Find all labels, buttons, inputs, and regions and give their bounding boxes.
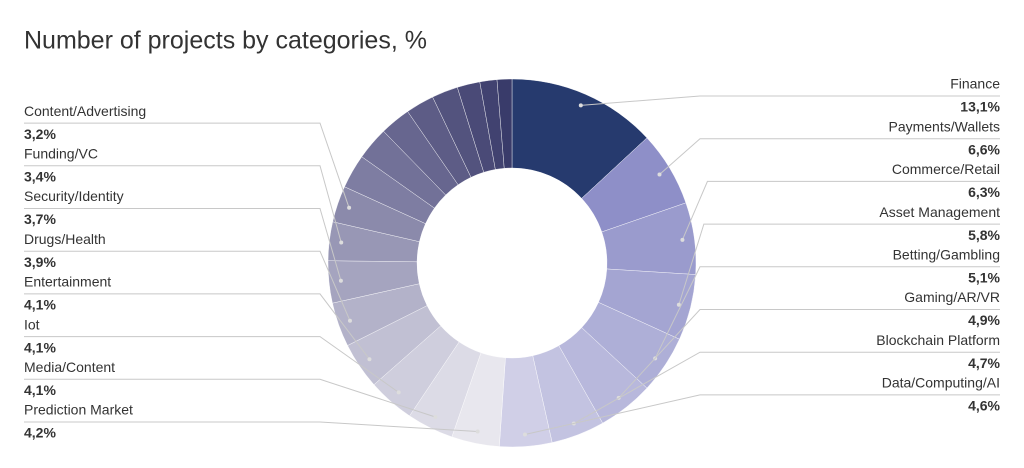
value-label: 4,7%	[968, 355, 1000, 371]
leader-line	[654, 266, 1000, 359]
leader-line	[573, 351, 1000, 424]
value-label: 4,9%	[968, 312, 1000, 328]
leader-line	[24, 336, 399, 393]
leader-line	[24, 378, 436, 418]
slice	[496, 78, 513, 169]
category-label: Media/Content	[24, 359, 115, 375]
value-label: 4,2%	[24, 425, 56, 441]
leader-line	[24, 165, 342, 243]
leader-line	[24, 293, 370, 360]
category-label: Prediction Market	[24, 402, 133, 418]
category-label: Asset Management	[879, 204, 1000, 220]
leader-dot	[339, 240, 344, 245]
category-label: Gaming/AR/VR	[904, 289, 1000, 305]
value-label: 3,4%	[24, 169, 56, 185]
category-label: Data/Computing/AI	[882, 375, 1000, 391]
leader-dot	[347, 318, 352, 323]
leader-line	[659, 138, 1000, 175]
leader-dot	[578, 103, 583, 108]
leader-line	[24, 208, 342, 281]
category-label: Security/Identity	[24, 188, 124, 204]
category-label: Content/Advertising	[24, 103, 146, 119]
category-label: Finance	[950, 76, 1000, 92]
value-label: 6,3%	[968, 184, 1000, 200]
category-label: Payments/Wallets	[888, 118, 1000, 134]
leader-dot	[475, 429, 480, 434]
category-label: Entertainment	[24, 274, 111, 290]
value-label: 3,7%	[24, 211, 56, 227]
leader-line	[678, 223, 1000, 305]
value-label: 13,1%	[960, 99, 1000, 115]
value-label: 5,1%	[968, 270, 1000, 286]
leader-line	[24, 122, 350, 208]
value-label: 4,1%	[24, 382, 56, 398]
value-label: 4,6%	[968, 398, 1000, 414]
value-label: 5,8%	[968, 227, 1000, 243]
value-label: 6,6%	[968, 141, 1000, 157]
leader-line	[524, 394, 1000, 435]
leader-dot	[433, 414, 438, 419]
chart-title: Number of projects by categories, %	[24, 27, 427, 55]
value-label: 4,1%	[24, 297, 56, 313]
leader-dot	[657, 172, 662, 177]
leader-line	[618, 309, 1000, 399]
category-label: Funding/VC	[24, 146, 98, 162]
leader-line	[24, 250, 351, 321]
leader-dot	[680, 237, 685, 242]
value-label: 3,9%	[24, 254, 56, 270]
leader-dot	[522, 432, 527, 437]
leader-dot	[338, 278, 343, 283]
leader-dot	[347, 205, 352, 210]
category-label: Iot	[24, 316, 40, 332]
leader-dot	[367, 357, 372, 362]
value-label: 3,2%	[24, 126, 56, 142]
category-label: Blockchain Platform	[876, 332, 1000, 348]
leader-line	[681, 180, 1000, 241]
category-label: Betting/Gambling	[893, 247, 1000, 263]
category-label: Commerce/Retail	[892, 161, 1000, 177]
value-label: 4,1%	[24, 339, 56, 355]
leader-line	[24, 421, 478, 433]
leader-dot	[396, 390, 401, 395]
leader-dot	[676, 302, 681, 307]
leader-line	[580, 95, 1000, 106]
category-label: Drugs/Health	[24, 231, 106, 247]
